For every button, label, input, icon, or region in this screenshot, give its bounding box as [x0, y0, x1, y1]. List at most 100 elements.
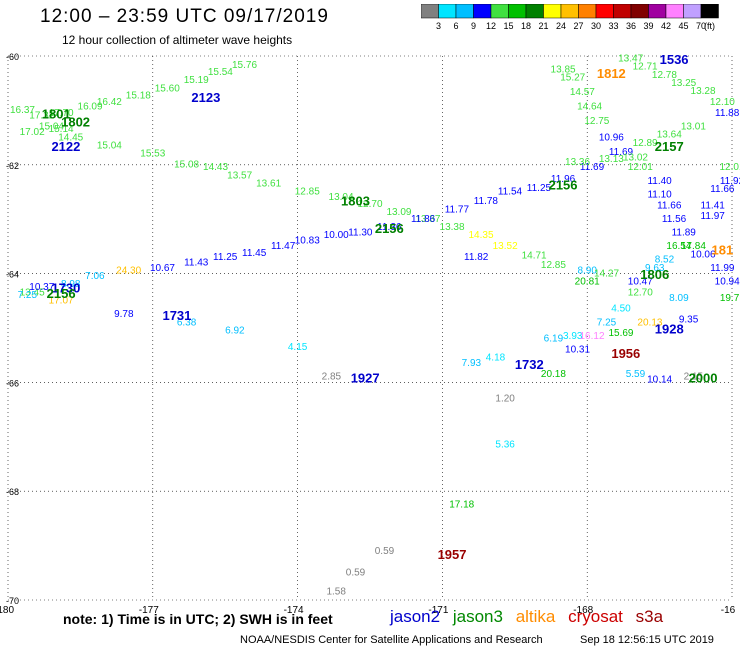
wave-height-label: 9.35	[679, 315, 699, 326]
pass-time-label: 1536	[660, 52, 689, 67]
wave-height-label: 16.12	[580, 331, 605, 342]
pass-time-label: 1801	[42, 107, 71, 122]
wave-height-label: 14.45	[58, 132, 83, 143]
satellite-jason3: jason3	[452, 607, 503, 626]
wave-height-label: 17.32	[29, 111, 54, 122]
wave-height-label: 4.15	[288, 342, 308, 353]
scale-swatch	[700, 4, 719, 19]
wave-height-label: 2.15	[684, 372, 704, 383]
wave-height-label: 20.81	[575, 276, 600, 287]
wave-height-label: 11.88	[715, 108, 740, 119]
wave-height-label: 19.7	[720, 293, 740, 304]
wave-height-label: 14.35	[468, 230, 493, 241]
wave-height-label: 11.69	[609, 147, 634, 158]
wave-height-label: 12.85	[295, 187, 320, 198]
wave-height-label: 13.64	[657, 130, 682, 141]
wave-height-label: 14.71	[522, 250, 547, 261]
wave-height-label: 10.96	[599, 132, 624, 143]
scale-tick-label: 45	[678, 21, 688, 31]
x-tick-label: -174	[284, 605, 304, 616]
wave-height-label: 13.57	[227, 170, 252, 181]
scale-tick-label: 36	[626, 21, 636, 31]
wave-height-label: 11.69	[580, 162, 605, 173]
wave-height-label: 11.25	[213, 252, 238, 263]
wave-height-label: 12.01	[628, 162, 653, 173]
wave-height-label: 11.66	[657, 200, 682, 211]
pass-time-label: 1731	[162, 308, 191, 323]
y-tick-label: -62	[6, 161, 19, 171]
color-scale-legend: 3 6 9 12 15 18 21 24 27 30 33 36 39 42 45 70(ft)	[421, 4, 719, 31]
wave-height-label: 17.70	[49, 108, 74, 119]
scale-tick-label: 6	[453, 21, 458, 31]
wave-height-label: 11.96	[551, 174, 576, 185]
wave-height-label: 12.89	[633, 138, 658, 149]
wave-height-label: 17.84	[681, 241, 706, 252]
wave-height-label: 11.78	[474, 196, 499, 207]
scale-tick-label: 18	[521, 21, 531, 31]
x-tick-label: -16	[721, 605, 736, 616]
wave-height-label: 10.37	[29, 282, 54, 293]
wave-height-label: 4.50	[611, 304, 631, 315]
scale-tick-label: 9	[471, 21, 476, 31]
wave-height-label: 13.02	[623, 152, 648, 163]
wave-height-label: 0.59	[346, 568, 366, 579]
wave-height-label: 11.99	[710, 263, 735, 274]
pass-time-label: 1927	[351, 370, 380, 385]
y-tick-label: -66	[6, 378, 19, 388]
wave-height-label: 13.25	[671, 78, 696, 89]
pass-time-label: 2156	[47, 286, 76, 301]
wave-height-label: 12.70	[628, 287, 653, 298]
wave-height-label: 13.52	[493, 241, 518, 252]
wave-height-label: 6.38	[177, 317, 197, 328]
pass-time-label: 1803	[341, 194, 370, 209]
wave-height-label: 15.53	[140, 149, 165, 160]
wave-height-label: 13.36	[565, 157, 590, 168]
wave-height-label: 7.93	[462, 358, 482, 369]
pass-time-label: 1956	[611, 346, 640, 361]
pass-time-label: 1732	[515, 357, 544, 372]
wave-height-label: 10.83	[295, 236, 320, 247]
wave-height-label: 11.77	[445, 205, 470, 216]
pass-time-label: 181	[711, 243, 733, 258]
wave-height-label: 10.94	[715, 276, 740, 287]
wave-height-label: 12.78	[652, 70, 677, 81]
wave-height-label: 13.37	[415, 214, 440, 225]
wave-height-label: 17.07	[49, 296, 74, 307]
scale-tick-label: 12	[486, 21, 496, 31]
wave-height-label: 14.27	[594, 268, 619, 279]
wave-height-label: 0.59	[375, 546, 395, 557]
wave-height-label: 4.18	[486, 353, 506, 364]
scale-unit-label: (ft)	[704, 21, 715, 31]
wave-height-label: 11.25	[527, 183, 552, 194]
wave-height-label: 15.04	[39, 121, 64, 132]
wave-height-label: 5.59	[626, 369, 646, 380]
scale-tick-label: 42	[661, 21, 671, 31]
scale-tick-label: 70	[696, 21, 706, 31]
scale-tick-label: 24	[556, 21, 566, 31]
scale-tick-label: 33	[608, 21, 618, 31]
wave-height-label: 5.36	[495, 440, 515, 451]
chart-title: 12:00 – 23:59 UTC 09/17/2019	[40, 6, 329, 27]
wave-height-label: 13.01	[681, 121, 706, 132]
wave-height-label: 14.64	[577, 101, 602, 112]
pass-time-label: 1928	[655, 321, 684, 336]
wave-height-label: 7.25	[597, 317, 617, 328]
pass-time-label: 1806	[640, 267, 669, 282]
pass-time-label: 1730	[51, 281, 80, 296]
satellite-s3a: s3a	[635, 607, 664, 626]
y-tick-label: -64	[6, 270, 19, 280]
scale-tick-label: 27	[573, 21, 583, 31]
satellite-cryosat: cryosat	[568, 607, 623, 626]
pass-time-label: 2000	[689, 370, 718, 385]
wave-height-label: 2.85	[322, 372, 342, 383]
pass-time-label: 1812	[597, 66, 626, 81]
wave-height-label: 15.14	[49, 124, 74, 135]
wave-height-label: 11.36	[377, 222, 402, 233]
y-tick-label: -68	[6, 487, 19, 497]
wave-height-label: 8.09	[669, 293, 689, 304]
wave-height-label: 14.57	[570, 87, 595, 98]
wave-height-label: 15.60	[155, 83, 180, 94]
pass-time-label: 2123	[191, 90, 220, 105]
pass-time-label: 1802	[61, 115, 90, 130]
scale-tick-label: 3	[436, 21, 441, 31]
